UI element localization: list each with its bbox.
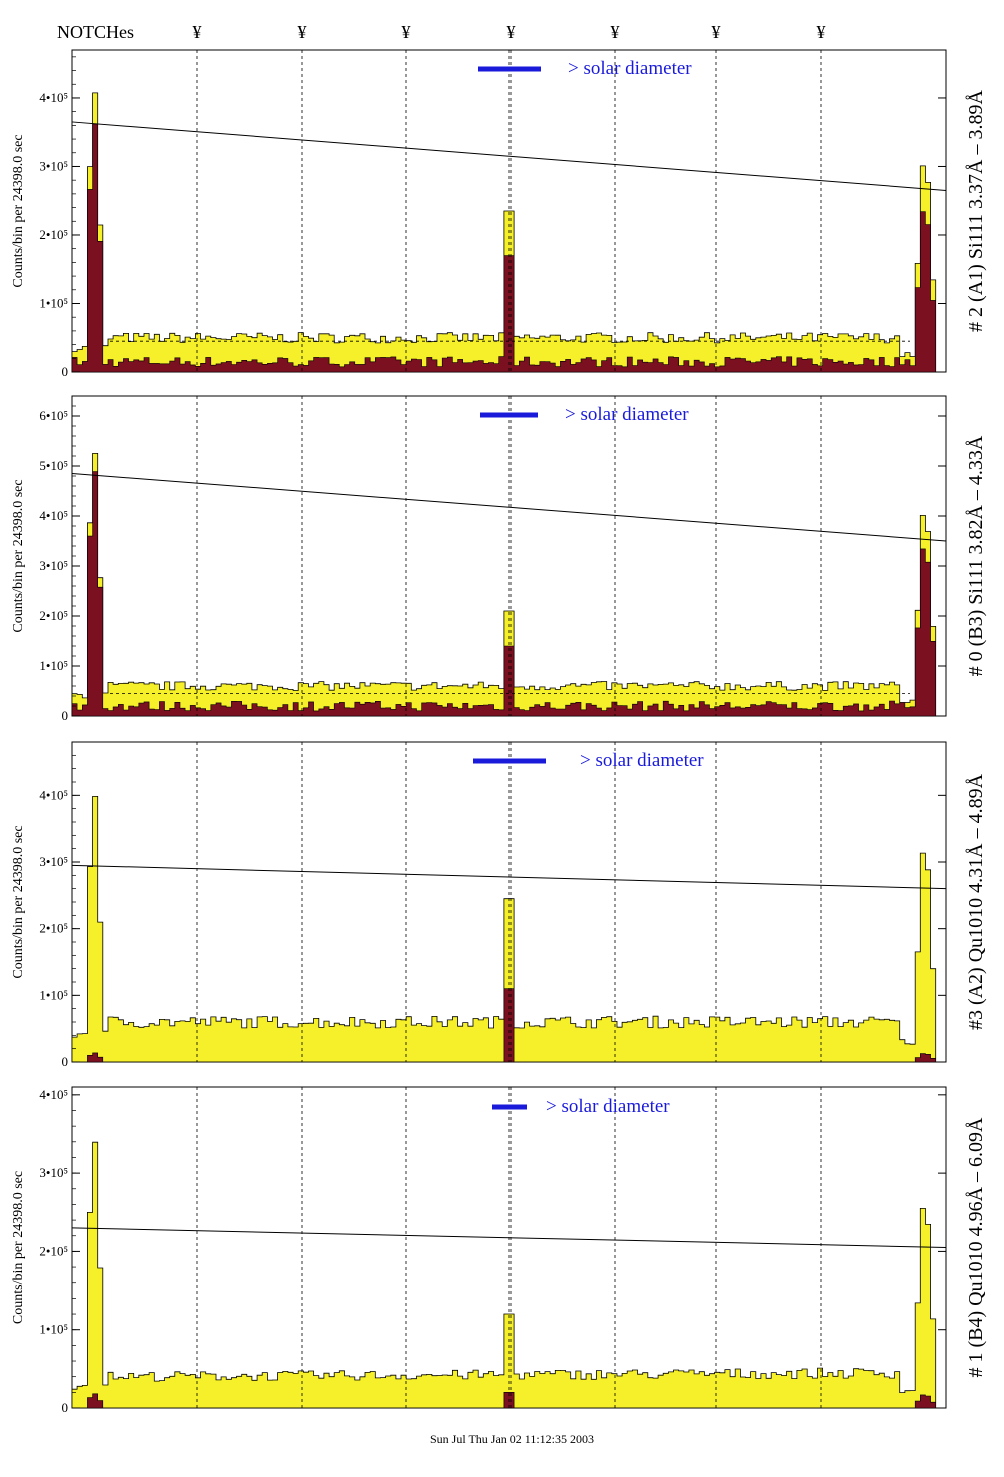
y-tick-label: 4•10⁵ [39, 90, 68, 105]
legend-label: > solar diameter [565, 404, 689, 425]
legend-label: > solar diameter [580, 750, 704, 771]
y-tick-label: 0 [62, 1400, 69, 1415]
y-tick-label: 2•10⁵ [39, 608, 68, 623]
y-tick-label: 0 [62, 364, 69, 379]
y-tick-label: 6•10⁵ [39, 408, 68, 423]
y-tick-label: 4•10⁵ [39, 787, 68, 802]
spectrum-panel: 0 1•10⁵ 2•10⁵ 3•10⁵ 4•10⁵ Counts/bin per 2439… [11, 1086, 987, 1415]
y-tick-label: 5•10⁵ [39, 458, 68, 473]
y-tick-label: 1•10⁵ [39, 658, 68, 673]
y-axis-label: Counts/bin per 24398.0 sec [11, 825, 26, 978]
notch-marker: ¥ [402, 22, 411, 42]
y-tick-label: 3•10⁵ [39, 158, 68, 173]
y-tick-label: 2•10⁵ [39, 1243, 68, 1258]
y-tick-label: 3•10⁵ [39, 854, 68, 869]
trend-line [71, 864, 947, 890]
panel-title: # 2 (A1) Si111 3.37Å – 3.89Å [965, 90, 987, 332]
notch-marker: ¥ [507, 22, 516, 42]
panel-title: # 1 (B4) Qu1010 4.96Å – 6.09Å [965, 1117, 987, 1378]
notch-marker: ¥ [712, 22, 721, 42]
legend-label: > solar diameter [546, 1096, 670, 1117]
y-tick-label: 0 [62, 708, 69, 723]
y-tick-label: 3•10⁵ [39, 558, 68, 573]
y-tick-label: 2•10⁵ [39, 921, 68, 936]
y-tick-label: 4•10⁵ [39, 508, 68, 523]
notches-header: NOTCHes [57, 22, 134, 42]
y-tick-label: 0 [62, 1054, 69, 1069]
panel-title: # 0 (B3) Si111 3.82Å – 4.33Å [965, 435, 987, 676]
panel-title: #3 (A2) Qu1010 4.31Å – 4.89Å [965, 773, 987, 1030]
notch-marker: ¥ [193, 22, 202, 42]
spectrum-panel: 0 1•10⁵ 2•10⁵ 3•10⁵ 4•10⁵ 5•10⁵ 6•10⁵ Counts/bi… [11, 395, 987, 723]
y-axis-label: Counts/bin per 24398.0 sec [11, 1171, 26, 1324]
y-tick-label: 3•10⁵ [39, 1165, 68, 1180]
y-tick-label: 2•10⁵ [39, 227, 68, 242]
notch-marker: ¥ [817, 22, 826, 42]
y-tick-label: 4•10⁵ [39, 1087, 68, 1102]
trend-line [71, 121, 947, 191]
timestamp-footer: Sun Jul Thu Jan 02 11:12:35 2003 [430, 1432, 594, 1446]
notch-markers: ¥ ¥ ¥ ¥ ¥ ¥ ¥ [193, 22, 826, 42]
spectrum-panel: 0 1•10⁵ 2•10⁵ 3•10⁵ 4•10⁵ Counts/bin per 2439… [11, 741, 987, 1069]
trend-line [71, 1227, 947, 1248]
y-tick-label: 1•10⁵ [39, 1322, 68, 1337]
chart-panels: 0 1•10⁵ 2•10⁵ 3•10⁵ 4•10⁵ Counts/bin per 2439… [11, 49, 987, 1415]
yellow-histogram [71, 1141, 946, 1409]
notch-marker: ¥ [611, 22, 620, 42]
spectrum-panel: 0 1•10⁵ 2•10⁵ 3•10⁵ 4•10⁵ Counts/bin per 2439… [11, 49, 987, 379]
trend-line [71, 473, 947, 542]
legend-label: > solar diameter [568, 58, 692, 79]
notch-marker: ¥ [298, 22, 307, 42]
y-axis-label: Counts/bin per 24398.0 sec [11, 479, 26, 632]
y-tick-label: 1•10⁵ [39, 987, 68, 1002]
y-axis-label: Counts/bin per 24398.0 sec [11, 134, 26, 287]
y-tick-label: 1•10⁵ [39, 295, 68, 310]
